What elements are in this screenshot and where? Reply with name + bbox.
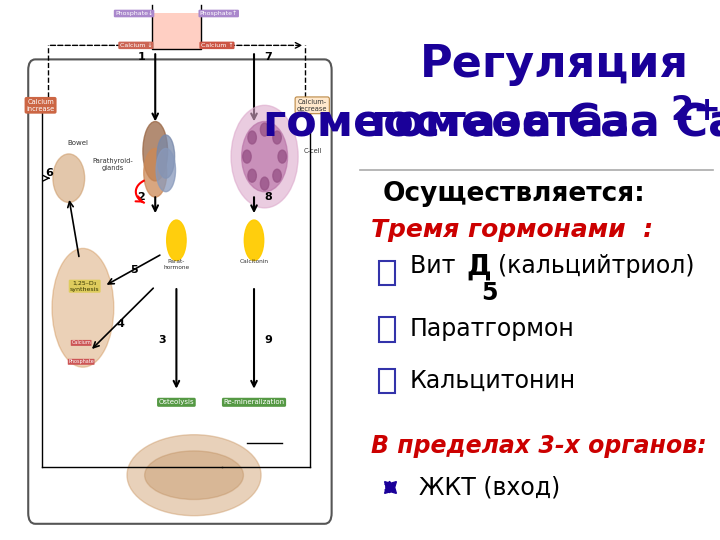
Text: 5: 5 bbox=[481, 281, 498, 305]
Text: Phosphate↑: Phosphate↑ bbox=[199, 11, 238, 16]
Circle shape bbox=[261, 123, 269, 136]
Text: Parat-
hormone: Parat- hormone bbox=[163, 259, 189, 270]
Text: Calcium: Calcium bbox=[71, 340, 91, 346]
Circle shape bbox=[248, 169, 256, 182]
Text: Bowel: Bowel bbox=[67, 140, 88, 146]
Ellipse shape bbox=[156, 148, 176, 192]
Text: C-cell: C-cell bbox=[303, 148, 322, 154]
Text: Calcium ↓: Calcium ↓ bbox=[120, 43, 152, 48]
Text: Calcium ↑: Calcium ↑ bbox=[201, 43, 233, 48]
Circle shape bbox=[273, 131, 282, 144]
Text: 3: 3 bbox=[158, 335, 166, 345]
Text: гомеостаза Ca: гомеостаза Ca bbox=[372, 103, 720, 146]
Text: Phosphate: Phosphate bbox=[68, 359, 94, 364]
Text: Osteolysis: Osteolysis bbox=[158, 399, 194, 406]
Text: ЖКТ (вход): ЖКТ (вход) bbox=[419, 475, 560, 499]
Bar bbox=[379, 261, 395, 285]
Ellipse shape bbox=[143, 122, 168, 181]
Text: Д: Д bbox=[467, 252, 491, 280]
Text: 7: 7 bbox=[264, 52, 272, 62]
Text: Осуществляется:: Осуществляется: bbox=[382, 181, 645, 207]
Ellipse shape bbox=[167, 220, 186, 260]
Text: (кальцийтриол): (кальцийтриол) bbox=[498, 254, 694, 278]
Text: 1: 1 bbox=[138, 52, 145, 62]
Bar bbox=[379, 369, 395, 393]
Text: 1,25–D₃
synthesis: 1,25–D₃ synthesis bbox=[70, 281, 99, 292]
Text: гомеостаза Ca: гомеостаза Ca bbox=[263, 103, 720, 146]
Text: Phosphate↓: Phosphate↓ bbox=[115, 11, 153, 16]
Text: Calcitonin: Calcitonin bbox=[240, 259, 269, 264]
Ellipse shape bbox=[52, 248, 114, 367]
Circle shape bbox=[278, 150, 287, 163]
Text: Re-mineralization: Re-mineralization bbox=[223, 399, 284, 406]
Text: Parathyroid-
glands: Parathyroid- glands bbox=[93, 158, 133, 171]
Bar bbox=[379, 318, 395, 342]
Text: Вит: Вит bbox=[410, 254, 463, 278]
Text: 2+: 2+ bbox=[670, 94, 720, 127]
Circle shape bbox=[242, 122, 287, 192]
Text: В пределах 3-х органов:: В пределах 3-х органов: bbox=[372, 434, 707, 457]
Text: 6: 6 bbox=[45, 168, 53, 178]
Ellipse shape bbox=[144, 148, 167, 197]
Text: 2: 2 bbox=[138, 192, 145, 202]
Ellipse shape bbox=[53, 154, 85, 202]
Bar bbox=[152, 14, 201, 49]
Text: 9: 9 bbox=[264, 335, 272, 345]
Text: Кальцитонин: Кальцитонин bbox=[410, 369, 576, 393]
Circle shape bbox=[273, 169, 282, 182]
Text: Паратгормон: Паратгормон bbox=[410, 318, 575, 341]
Text: Calcium-
decrease: Calcium- decrease bbox=[297, 99, 328, 112]
Polygon shape bbox=[387, 481, 392, 494]
Text: Calcium
increase: Calcium increase bbox=[27, 99, 55, 112]
Ellipse shape bbox=[145, 451, 243, 500]
Text: 8: 8 bbox=[264, 192, 272, 202]
Circle shape bbox=[261, 177, 269, 190]
Circle shape bbox=[231, 105, 298, 208]
Ellipse shape bbox=[127, 435, 261, 516]
Text: Тремя гормонами  :: Тремя гормонами : bbox=[372, 218, 653, 241]
Text: 5: 5 bbox=[130, 265, 138, 275]
Text: Регуляция: Регуляция bbox=[420, 43, 689, 86]
Ellipse shape bbox=[244, 220, 264, 260]
Ellipse shape bbox=[157, 135, 175, 178]
Circle shape bbox=[243, 150, 251, 163]
Circle shape bbox=[248, 131, 256, 144]
Text: 4: 4 bbox=[116, 319, 124, 329]
